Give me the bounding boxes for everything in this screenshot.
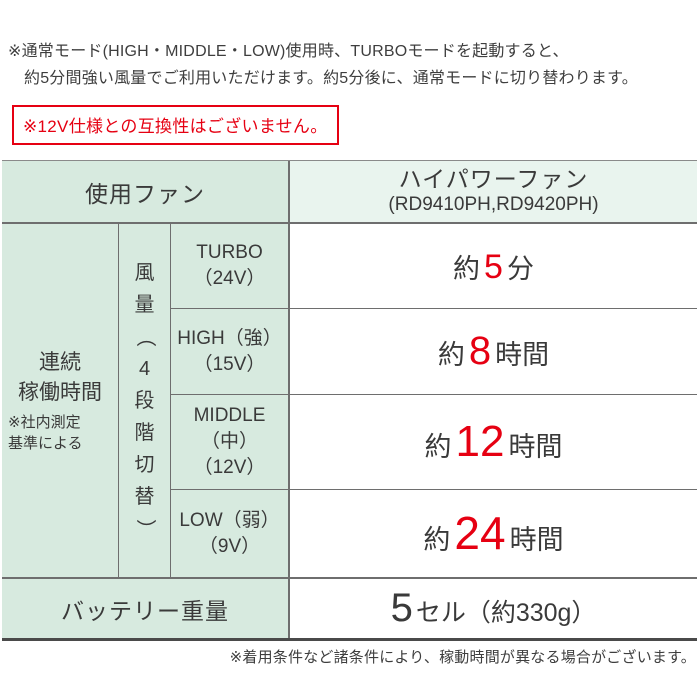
turbo-mode-note-line1: ※通常モード(HIGH・MIDDLE・LOW)使用時、TURBOモードを起動する…: [8, 43, 569, 60]
mode-middle-line2: （中）: [200, 431, 258, 452]
mode-cell-low: LOW（弱） （9V）: [171, 490, 290, 577]
fan-name: ハイパワーファン: [398, 165, 589, 192]
mode-low-line2: （9V）: [198, 535, 261, 557]
compatibility-warning-text: ※12V仕様との互換性はございません。: [23, 117, 328, 136]
turbo-mode-note: ※通常モード(HIGH・MIDDLE・LOW)使用時、TURBOモードを起動する…: [8, 38, 638, 92]
mode-high-line2: （15V）: [193, 353, 266, 375]
battery-weight-row: バッテリー重量 5 セル（約330g）: [2, 579, 697, 638]
footer-note: ※着用条件など諸条件により、稼動時間が異なる場合がございます。: [229, 649, 696, 666]
runtime-high-prefix: 約: [437, 340, 465, 370]
runtime-label-line2: 稼働時間: [18, 380, 102, 404]
runtime-label: 連続 稼働時間 ※社内測定 基準による: [2, 224, 119, 577]
fan-row: 使用ファン ハイパワーファン (RD9410PH,RD9420PH): [2, 161, 697, 224]
runtime-high-unit: 時間: [495, 340, 550, 370]
mode-turbo-line1: TURBO: [196, 242, 263, 263]
runtime-label-note: ※社内測定 基準による: [0, 412, 124, 454]
mode-turbo-line2: （24V）: [193, 268, 266, 289]
mode-low-line1: LOW（弱）: [179, 509, 280, 531]
mode-middle-line3: （12V）: [193, 457, 266, 478]
runtime-value-middle: 約12 時間: [290, 395, 697, 490]
runtime-label-note-line2: 基準による: [8, 434, 83, 452]
mode-cell-turbo: TURBO （24V）: [171, 224, 290, 309]
runtime-middle-prefix: 約: [424, 432, 452, 462]
runtime-low-prefix: 約: [423, 525, 451, 555]
runtime-turbo-unit: 分: [506, 253, 534, 284]
runtime-section: 連続 稼働時間 ※社内測定 基準による 風量（4 段階切替） TURBO （24V…: [2, 224, 697, 579]
battery-weight-text: セル（約330g）: [415, 599, 597, 627]
mode-cell-high: HIGH（強） （15V）: [171, 309, 290, 395]
runtime-label-line1: 連続: [39, 350, 81, 374]
battery-cell-count: 5: [390, 586, 413, 630]
runtime-middle-unit: 時間: [508, 432, 563, 462]
runtime-label-main: 連続 稼働時間: [18, 348, 102, 408]
runtime-turbo-prefix: 約: [453, 253, 481, 284]
mode-high-line1: HIGH（強）: [177, 327, 282, 349]
compatibility-warning-box: ※12V仕様との互換性はございません。: [12, 105, 339, 145]
runtime-low-number: 24: [454, 507, 506, 559]
fan-row-value: ハイパワーファン (RD9410PH,RD9420PH): [290, 161, 697, 222]
spec-table: 使用ファン ハイパワーファン (RD9410PH,RD9420PH) 連続 稼働…: [2, 160, 697, 641]
battery-weight-value: 5 セル（約330g）: [290, 579, 697, 638]
mode-cell-middle: MIDDLE （中） （12V）: [171, 395, 290, 490]
airflow-group-label: 風量（4 段階切替）: [119, 224, 171, 577]
runtime-turbo-number: 5: [484, 247, 503, 286]
runtime-label-note-line1: ※社内測定: [8, 413, 81, 431]
runtime-low-unit: 時間: [509, 525, 564, 555]
runtime-value-low: 約24 時間: [290, 490, 697, 577]
runtime-value-high: 約 8 時間: [290, 309, 697, 395]
battery-weight-label: バッテリー重量: [2, 579, 290, 638]
mode-middle-line1: MIDDLE: [193, 405, 266, 426]
runtime-middle-number: 12: [455, 417, 505, 466]
fan-row-label: 使用ファン: [2, 161, 290, 222]
airflow-group-label-text: 風量（4 段階切替）: [133, 261, 156, 539]
turbo-mode-note-line2: 約5分間強い風量でご利用いただけます。約5分後に、通常モードに切り替わります。: [24, 70, 638, 87]
runtime-high-number: 8: [468, 329, 492, 373]
fan-model-numbers: (RD9410PH,RD9420PH): [388, 194, 599, 216]
